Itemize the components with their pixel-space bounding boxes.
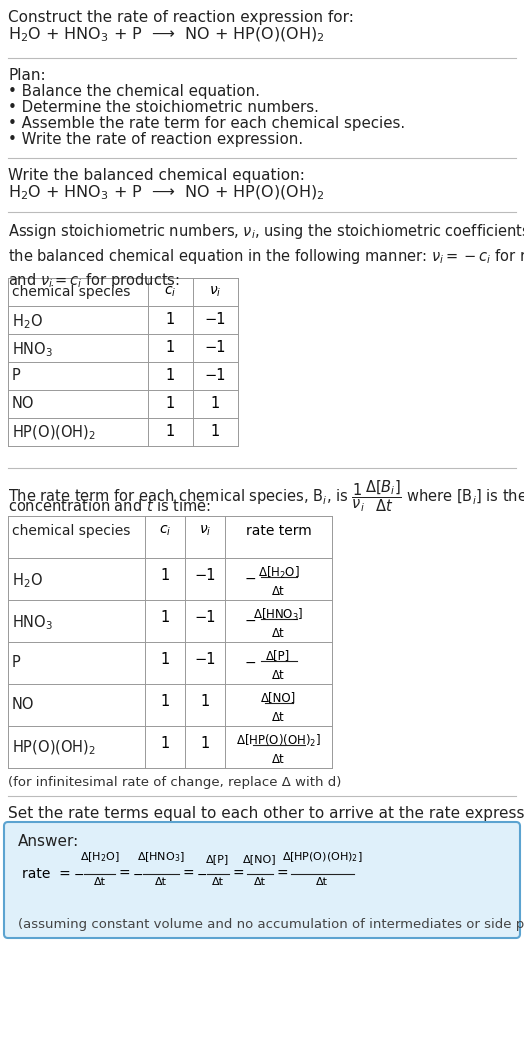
Text: H$_2$O: H$_2$O — [12, 312, 43, 330]
Text: Plan:: Plan: — [8, 68, 46, 83]
Text: Answer:: Answer: — [18, 834, 79, 849]
Text: 1: 1 — [160, 736, 170, 750]
Text: $\nu_i$: $\nu_i$ — [199, 524, 211, 539]
Text: 1: 1 — [160, 651, 170, 667]
Text: Δ[NO]: Δ[NO] — [243, 854, 277, 864]
Text: • Determine the stoichiometric numbers.: • Determine the stoichiometric numbers. — [8, 100, 319, 115]
Text: Δ[H$_2$O]: Δ[H$_2$O] — [258, 565, 299, 581]
Text: P: P — [12, 655, 21, 670]
Text: =: = — [277, 867, 289, 880]
Text: −: − — [245, 614, 257, 628]
Text: 1: 1 — [166, 340, 175, 355]
Text: −: − — [245, 656, 257, 670]
Text: Δt: Δt — [254, 877, 266, 887]
Text: P: P — [12, 368, 21, 383]
Text: Δ[P]: Δ[P] — [206, 854, 229, 864]
Text: • Assemble the rate term for each chemical species.: • Assemble the rate term for each chemic… — [8, 116, 405, 131]
Text: Δt: Δt — [272, 753, 285, 766]
Text: $c_i$: $c_i$ — [159, 524, 171, 539]
Text: 1: 1 — [166, 396, 175, 411]
Text: Δt: Δt — [272, 711, 285, 724]
Text: Δt: Δt — [272, 627, 285, 640]
Text: 1: 1 — [200, 736, 210, 750]
Text: chemical species: chemical species — [12, 286, 130, 299]
Text: $\nu_i$: $\nu_i$ — [209, 286, 222, 299]
Text: HP(O)(OH)$_2$: HP(O)(OH)$_2$ — [12, 739, 96, 758]
Text: −1: −1 — [205, 368, 226, 383]
Text: HNO$_3$: HNO$_3$ — [12, 340, 53, 358]
Text: Δ[HNO$_3$]: Δ[HNO$_3$] — [137, 850, 184, 864]
Text: 1: 1 — [211, 396, 220, 411]
Text: (assuming constant volume and no accumulation of intermediates or side products): (assuming constant volume and no accumul… — [18, 918, 524, 931]
Text: chemical species: chemical species — [12, 524, 130, 538]
Text: Set the rate terms equal to each other to arrive at the rate expression:: Set the rate terms equal to each other t… — [8, 807, 524, 821]
Text: 1: 1 — [160, 694, 170, 709]
Text: 1: 1 — [200, 694, 210, 709]
FancyBboxPatch shape — [4, 822, 520, 938]
Text: −1: −1 — [194, 651, 216, 667]
Text: Δt: Δt — [93, 877, 105, 887]
Text: 1: 1 — [160, 610, 170, 624]
Text: rate  =: rate = — [22, 867, 71, 880]
Text: Δ[NO]: Δ[NO] — [261, 691, 296, 704]
Text: The rate term for each chemical species, B$_i$, is $\dfrac{1}{\nu_i}\dfrac{\Delt: The rate term for each chemical species,… — [8, 478, 524, 514]
Text: $c_i$: $c_i$ — [165, 286, 177, 299]
Text: 1: 1 — [160, 568, 170, 582]
Text: −: − — [245, 572, 257, 586]
Text: Δ[HP(O)(OH)$_2$]: Δ[HP(O)(OH)$_2$] — [236, 733, 321, 749]
Text: Δt: Δt — [272, 585, 285, 598]
Text: Assign stoichiometric numbers, $\nu_i$, using the stoichiometric coefficients, $: Assign stoichiometric numbers, $\nu_i$, … — [8, 222, 524, 291]
Text: 1: 1 — [166, 368, 175, 383]
Text: Δ[H$_2$O]: Δ[H$_2$O] — [80, 850, 119, 864]
Text: =: = — [233, 867, 244, 880]
Text: • Balance the chemical equation.: • Balance the chemical equation. — [8, 84, 260, 99]
Text: NO: NO — [12, 697, 35, 712]
Text: H$_2$O: H$_2$O — [12, 571, 43, 590]
Text: −1: −1 — [205, 312, 226, 327]
Text: Write the balanced chemical equation:: Write the balanced chemical equation: — [8, 168, 305, 183]
Text: =: = — [182, 867, 194, 880]
Text: 1: 1 — [166, 312, 175, 327]
Text: H$_2$O + HNO$_3$ + P  ⟶  NO + HP(O)(OH)$_2$: H$_2$O + HNO$_3$ + P ⟶ NO + HP(O)(OH)$_2… — [8, 26, 325, 45]
Text: −1: −1 — [194, 568, 216, 582]
Text: =: = — [119, 867, 130, 880]
Text: Δ[HNO$_3$]: Δ[HNO$_3$] — [253, 607, 304, 623]
Text: −: − — [133, 868, 144, 882]
Text: Δt: Δt — [272, 669, 285, 683]
Text: • Write the rate of reaction expression.: • Write the rate of reaction expression. — [8, 132, 303, 147]
Text: Construct the rate of reaction expression for:: Construct the rate of reaction expressio… — [8, 10, 354, 25]
Text: 1: 1 — [166, 424, 175, 439]
Text: −1: −1 — [205, 340, 226, 355]
Text: (for infinitesimal rate of change, replace Δ with d​): (for infinitesimal rate of change, repla… — [8, 776, 341, 789]
Text: concentration and $t$ is time:: concentration and $t$ is time: — [8, 498, 211, 514]
Text: −: − — [74, 868, 84, 882]
Text: Δt: Δt — [212, 877, 224, 887]
Text: NO: NO — [12, 396, 35, 411]
Text: Δt: Δt — [155, 877, 167, 887]
Text: H$_2$O + HNO$_3$ + P  ⟶  NO + HP(O)(OH)$_2$: H$_2$O + HNO$_3$ + P ⟶ NO + HP(O)(OH)$_2… — [8, 184, 325, 202]
Text: HP(O)(OH)$_2$: HP(O)(OH)$_2$ — [12, 424, 96, 443]
Text: Δ[HP(O)(OH)$_2$]: Δ[HP(O)(OH)$_2$] — [282, 850, 363, 864]
Text: HNO$_3$: HNO$_3$ — [12, 613, 53, 631]
Text: Δ[P]: Δ[P] — [266, 649, 291, 662]
Text: −1: −1 — [194, 610, 216, 624]
Text: Δt: Δt — [316, 877, 328, 887]
Text: rate term: rate term — [246, 524, 311, 538]
Text: −: − — [196, 868, 207, 882]
Text: 1: 1 — [211, 424, 220, 439]
